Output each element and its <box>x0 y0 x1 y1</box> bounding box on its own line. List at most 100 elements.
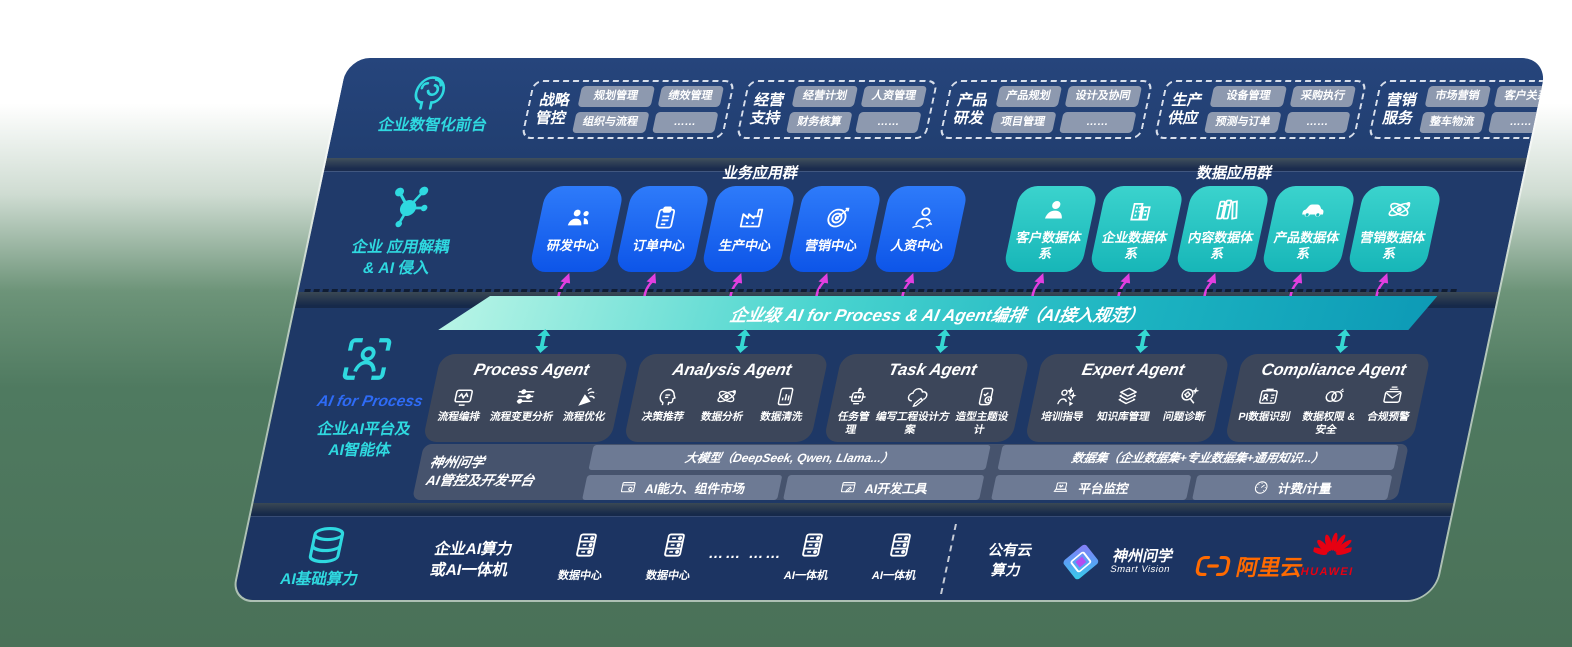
data-app-boxes: 客户数据体系 企业数据体系 内容数据体系 产品数据体系 营销数据体系 <box>1002 186 1443 272</box>
app-label: 订单中心 <box>631 237 687 253</box>
dataset-bar: 数据集（企业数据集+专业数据集+通用知识...） <box>997 444 1399 470</box>
huawei-name: HUAWEI <box>1299 566 1356 578</box>
pill-label: AI开发工具 <box>863 481 930 496</box>
monitor-wave-icon <box>449 385 477 408</box>
compute-line2: 或AI一体机 <box>428 561 510 579</box>
group-pill: 经营计划 <box>791 86 859 107</box>
group-name: 经营支持 <box>748 92 786 127</box>
app-label: 客户数据体系 <box>1014 229 1083 261</box>
node-label: 数据中心 <box>644 570 692 582</box>
group-production-supply: 生产供应 设备管理 采购执行 预测与订单 …… <box>1153 80 1368 139</box>
ai-appliance-node: AI一体机 <box>768 528 852 583</box>
app-order-center: 订单中心 <box>614 186 711 272</box>
window-gear-icon <box>618 479 639 496</box>
molecule-icon <box>379 182 437 230</box>
vendor-line2: AI管控及开发平台 <box>424 473 536 488</box>
group-pill: 规划管理 <box>577 86 655 107</box>
compute-line1: 企业AI算力 <box>432 541 515 558</box>
analysis-agent-card: Analysis Agent 决策推荐 数据分析 数据清洗 <box>622 354 830 443</box>
group-pill: …… <box>1284 112 1351 133</box>
group-pill: 预测与订单 <box>1204 112 1282 133</box>
business-app-boxes: 研发中心 订单中心 生产中心 营销中心 人资中心 <box>528 186 969 272</box>
group-name: 生产供应 <box>1166 92 1204 127</box>
agent-item-label: 流程编排 <box>436 411 482 423</box>
business-apps-title: 业务应用群 <box>721 165 800 182</box>
agent-title: Process Agent <box>472 361 591 379</box>
brain-head-icon <box>402 68 458 114</box>
rings-icon <box>1319 385 1347 408</box>
monitor-pill: 平台监控 <box>990 474 1192 500</box>
process-agent-card: Process Agent 流程编排 流程变更分析 流程优化 <box>422 354 629 443</box>
database-icon <box>300 524 353 568</box>
group-pill: 客户关系 <box>1493 86 1549 107</box>
atom-icon <box>1382 196 1415 223</box>
ai-platform-label-line1: 企业AI平台及 <box>315 421 413 438</box>
group-pill: …… <box>855 112 922 133</box>
group-strategy: 战略管控 规划管理 绩效管理 组织与流程 …… <box>520 80 735 139</box>
group-pill: …… <box>1058 112 1137 133</box>
app-label: 研发中心 <box>545 237 601 253</box>
decouple-label: 企业 应用解耦 & AI 侵入 <box>305 238 492 280</box>
app-production-center: 生产中心 <box>700 186 797 272</box>
infra-label: AI基础算力 <box>278 571 360 588</box>
team-icon <box>563 204 596 231</box>
group-marketing-service: 营销服务 市场营销 客户关系 整车物流 …… <box>1367 80 1549 139</box>
group-pill: 整车物流 <box>1418 112 1486 133</box>
datacenter-node: 数据中心 <box>542 528 626 583</box>
decouple-label-line2: & AI 侵入 <box>361 259 432 277</box>
front-office-groups: 战略管控 规划管理 绩效管理 组织与流程 …… 经营支持 经营计划 人资管理 财… <box>520 80 1549 139</box>
group-pill: 组织与流程 <box>571 112 650 133</box>
group-pill: 人资管理 <box>860 86 928 107</box>
agent-item-label: 流程变更分析 <box>488 411 555 423</box>
person-scan-icon <box>337 334 398 384</box>
platform-panel: 神州问学 AI管控及开发平台 大模型（DeepSeek, Qwen, Llama… <box>412 444 1409 500</box>
model-column: 大模型（DeepSeek, Qwen, Llama...） AI能力、组件市场 … <box>582 444 991 500</box>
compliance-agent-card: Compliance Agent PI数据识别 数据权限 & 安全 合规预警 <box>1224 354 1432 443</box>
clipboard-icon <box>649 204 682 231</box>
agent-cards: Process Agent 流程编排 流程变更分析 流程优化 Analysis … <box>422 354 1432 443</box>
gauge-icon <box>1251 479 1272 496</box>
app-label: 内容数据体系 <box>1186 229 1255 261</box>
layered-slab: 企业数智化前台 战略管控 规划管理 绩效管理 组织与流程 …… 经营支持 经营计… <box>232 58 1549 600</box>
server-icon <box>794 528 831 562</box>
app-label: 营销数据体系 <box>1358 229 1427 261</box>
task-agent-card: Task Agent 任务管理 编写工程设计方案 造型主题设计 <box>823 354 1030 443</box>
data-content: 内容数据体系 <box>1174 186 1271 272</box>
group-name: 营销服务 <box>1381 92 1419 127</box>
hr-people-icon <box>907 204 940 231</box>
celebrate-icon <box>575 385 603 408</box>
front-office-label: 企业数智化前台 <box>376 117 489 134</box>
ai-market-pill: AI能力、组件市场 <box>582 474 783 500</box>
vendor-line1: 神州问学 <box>428 454 486 470</box>
group-pill: 绩效管理 <box>657 86 724 107</box>
ai-platform-label-line2: AI智能体 <box>326 441 393 459</box>
node-label: AI一体机 <box>782 570 830 582</box>
server-icon <box>568 528 605 562</box>
agent-title: Compliance Agent <box>1259 361 1408 379</box>
atom-icon <box>712 385 740 408</box>
group-pill: 产品规划 <box>995 86 1062 107</box>
laptop-chart-icon <box>1051 479 1072 496</box>
datacenter-node: 数据中心 <box>630 528 714 583</box>
aliyun-bracket-icon <box>1192 553 1234 579</box>
agent-title: Expert Agent <box>1080 361 1187 379</box>
agent-item-label: 合规预警 <box>1366 411 1411 423</box>
app-label: 企业数据体系 <box>1100 229 1169 261</box>
target-icon <box>821 204 854 231</box>
cloud-line1: 公有云 <box>986 543 1034 559</box>
billing-pill: 计费/计量 <box>1191 474 1393 500</box>
agent-item-label: PI数据识别 <box>1237 411 1292 423</box>
layer-edge-3 <box>250 503 1454 516</box>
cloud-design-icon <box>903 385 931 408</box>
diagnose-icon <box>1175 385 1203 408</box>
checklist-icon <box>972 385 1000 408</box>
id-card-icon <box>1255 385 1283 408</box>
group-pill: 采购执行 <box>1289 86 1357 107</box>
sliders-icon <box>512 385 540 408</box>
group-pill: …… <box>651 112 719 133</box>
public-cloud-label: 公有云 算力 <box>961 542 1055 581</box>
ai-devtools-pill: AI开发工具 <box>783 474 984 500</box>
app-label: 人资中心 <box>889 237 945 253</box>
robot-icon <box>844 385 872 408</box>
